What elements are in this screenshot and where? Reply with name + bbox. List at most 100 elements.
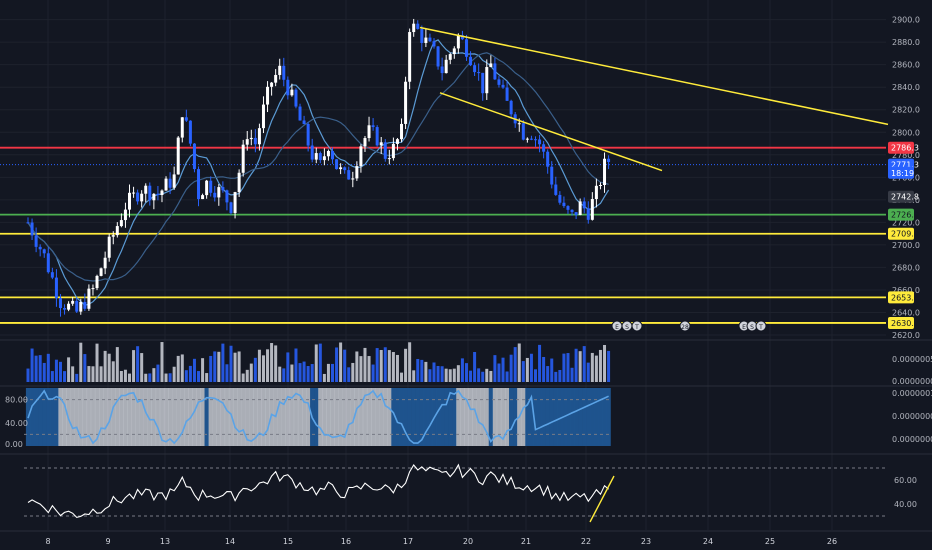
volume-bar xyxy=(148,373,152,382)
price-axis: 2900.0 2880.0 2860.0 2840.0 2820.0 2800.0 2780… xyxy=(5,16,932,509)
volume-bar xyxy=(428,369,432,382)
price-tag-box xyxy=(888,141,914,154)
candle-body xyxy=(34,235,38,247)
volume-bar xyxy=(603,344,607,382)
candle-body xyxy=(172,174,176,188)
stoch-band xyxy=(569,388,575,446)
volume-bar xyxy=(448,369,452,382)
stoch-band xyxy=(338,388,343,446)
volume-bar xyxy=(119,370,123,382)
stoch-band xyxy=(143,388,148,446)
price-tag-box xyxy=(888,208,914,221)
candle-body xyxy=(546,151,550,167)
candles xyxy=(26,18,611,317)
stoch-band xyxy=(78,388,83,446)
candle-body xyxy=(497,79,501,85)
volume-bar xyxy=(582,346,586,382)
stoch-band xyxy=(123,388,128,446)
volume-bar xyxy=(253,357,257,382)
volume-bar xyxy=(566,353,570,382)
stoch-band xyxy=(476,388,481,446)
candle-body xyxy=(128,192,131,210)
candle-body xyxy=(67,303,71,310)
date-tick-label: 9 xyxy=(105,537,110,546)
candle-body xyxy=(387,158,391,160)
volume-bar xyxy=(132,350,136,382)
candle-body xyxy=(383,142,387,159)
candle-body xyxy=(103,257,107,269)
candle-body xyxy=(302,120,306,124)
candle-body xyxy=(136,192,140,202)
volume-bar xyxy=(217,351,221,382)
stoch-band xyxy=(354,388,360,446)
stoch-band xyxy=(496,388,502,446)
candle-body xyxy=(371,125,375,128)
candle-body xyxy=(30,222,34,236)
candle-body xyxy=(249,137,253,140)
date-tick-label: 17 xyxy=(403,537,413,546)
candle-body xyxy=(205,180,209,196)
candle-body xyxy=(416,23,420,29)
candle-body xyxy=(578,201,582,216)
stoch-band xyxy=(212,388,217,446)
candle-body xyxy=(290,89,294,96)
stoch-band xyxy=(582,388,587,446)
candle-body xyxy=(197,169,201,200)
date-tick-label: 21 xyxy=(521,537,531,546)
stoch-band xyxy=(200,388,205,446)
stoch-band xyxy=(358,388,364,446)
candle-body xyxy=(529,138,533,140)
volume-bar xyxy=(302,361,306,382)
candle-body xyxy=(132,192,136,194)
candle-body xyxy=(261,104,265,129)
volume-bar xyxy=(359,356,363,382)
stoch-band xyxy=(281,388,286,446)
stoch-band xyxy=(606,388,611,446)
volume-bar xyxy=(489,370,493,382)
candle-body xyxy=(184,117,188,121)
stoch-band xyxy=(395,388,400,446)
date-tick-label: 25 xyxy=(765,537,775,546)
candle-body xyxy=(485,67,489,94)
volume-tick-label: 0.000000500 xyxy=(892,355,932,364)
stoch-band xyxy=(34,388,39,446)
volume-bar xyxy=(26,368,30,382)
event-marker-label: T xyxy=(758,324,763,331)
volume-bar xyxy=(278,366,282,382)
stoch-band xyxy=(224,388,230,446)
candle-body xyxy=(521,123,525,140)
stoch-band xyxy=(306,388,311,446)
stoch-band xyxy=(509,388,514,446)
stoch-band xyxy=(440,388,445,446)
moving-average-line xyxy=(27,52,609,282)
price-tag-label: 2709.9 xyxy=(891,230,919,239)
volume-bar xyxy=(233,352,237,382)
stoch-band xyxy=(119,388,124,446)
stoch-band xyxy=(379,388,384,446)
volume-bar xyxy=(574,348,578,382)
stoch-band xyxy=(172,388,177,446)
stoch-band xyxy=(488,388,494,446)
event-marker: T xyxy=(755,320,767,332)
candle-body xyxy=(144,185,148,194)
candle-body xyxy=(54,277,58,299)
stoch-band xyxy=(602,388,607,446)
rsi-trend-line xyxy=(589,475,615,523)
volume-bar xyxy=(598,349,602,382)
candle-body xyxy=(493,63,497,80)
volume-bar xyxy=(331,363,334,382)
stoch-band xyxy=(208,388,213,446)
price-tick-label: 2900.0 xyxy=(892,16,920,25)
candle-body xyxy=(607,158,611,162)
lower-trend-line xyxy=(439,92,663,172)
date-tick-label: 23 xyxy=(641,537,651,546)
price-tag-box xyxy=(888,166,914,179)
candle-body xyxy=(148,185,152,201)
candle-body xyxy=(481,72,485,94)
stoch-band xyxy=(322,388,327,446)
candle-body xyxy=(266,86,270,105)
event-marker: 28 xyxy=(679,320,691,332)
event-marker-label: S xyxy=(750,324,754,331)
volume-bar xyxy=(460,358,464,382)
